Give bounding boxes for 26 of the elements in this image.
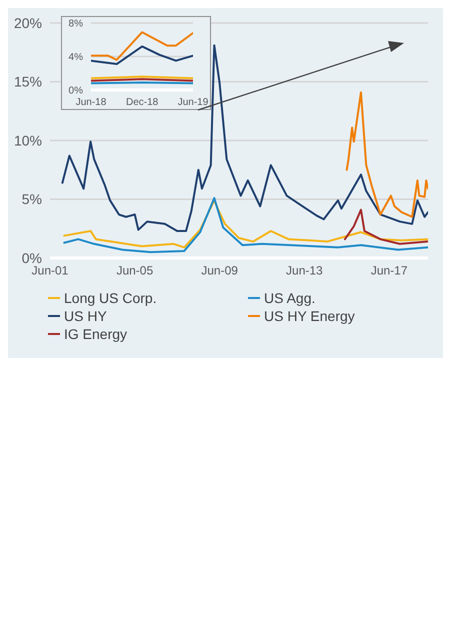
legend-label: US Agg. [264, 290, 316, 306]
x-tick-label: Jun-18 [75, 96, 106, 108]
y-tick-label: 0% [22, 250, 42, 266]
x-tick-label: Jun-05 [116, 264, 154, 278]
line-series [346, 91, 428, 218]
legend-label: IG Energy [64, 326, 128, 342]
legend-label: US HY [64, 308, 107, 324]
x-tick-label: Jun-09 [201, 264, 238, 278]
x-tick-label: Jun-13 [286, 264, 324, 278]
legend-label: US HY Energy [264, 308, 355, 324]
x-tick-label: Jun-17 [370, 264, 408, 278]
x-tick-label: Jun-01 [32, 264, 69, 278]
y-tick-label: 8% [68, 18, 83, 30]
y-tick-label: 20% [14, 14, 42, 31]
line-series [90, 44, 192, 65]
legend-label: Long US Corp. [64, 290, 157, 306]
x-tick-label: Dec-18 [126, 96, 158, 108]
y-tick-label: 0% [68, 85, 83, 96]
y-tick-label: 4% [68, 52, 83, 63]
line-series [90, 30, 192, 60]
line-series [61, 44, 428, 232]
y-tick-label: 5% [22, 191, 42, 208]
x-tick-label: Jun-19 [177, 96, 208, 108]
y-tick-label: 10% [14, 132, 42, 148]
line-series [344, 208, 428, 245]
y-tick-label: 15% [14, 74, 42, 90]
